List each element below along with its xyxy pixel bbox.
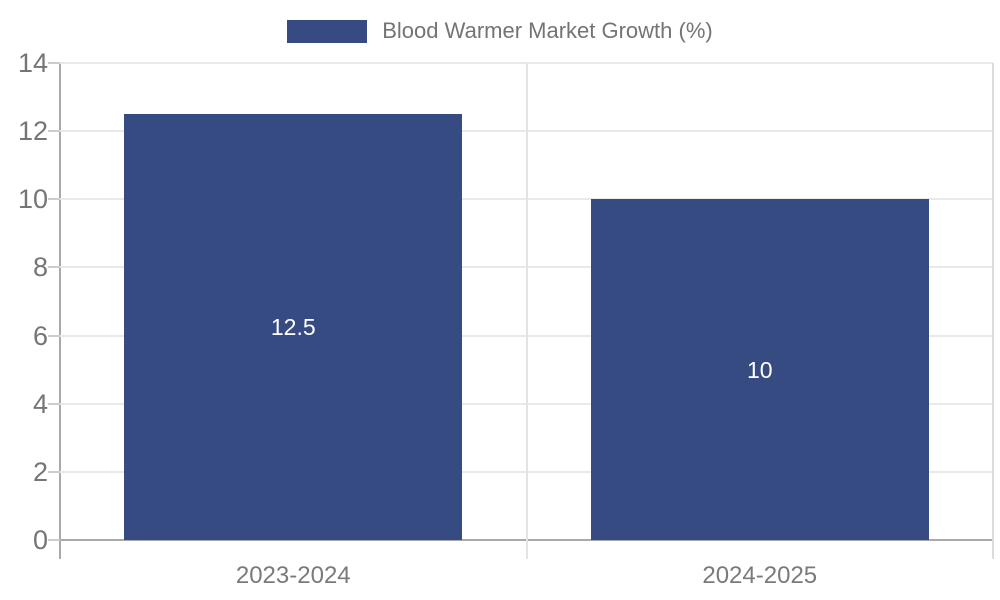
x-tick-mark <box>992 540 994 559</box>
y-axis-label: 10 <box>17 184 48 215</box>
legend-label: Blood Warmer Market Growth (%) <box>382 18 713 43</box>
x-axis-label: 2024-2025 <box>702 562 818 589</box>
bar-2023-2024 <box>124 114 463 540</box>
legend: Blood Warmer Market Growth (%) <box>0 18 1000 44</box>
y-tick-mark <box>48 198 60 201</box>
x-gridline <box>525 63 528 540</box>
y-axis-label: 14 <box>17 48 48 78</box>
y-tick-mark <box>48 62 60 64</box>
y-axis-label: 2 <box>32 456 48 487</box>
x-gridline <box>992 63 994 540</box>
y-axis-label: 4 <box>32 388 48 419</box>
y-axis-label: 6 <box>32 320 48 351</box>
bar-value-label: 12.5 <box>270 314 316 341</box>
y-axis-label: 8 <box>32 252 48 283</box>
y-axis-label: 0 <box>32 525 48 555</box>
x-tick-mark <box>525 540 528 559</box>
y-tick-mark <box>48 470 60 473</box>
bar-2024-2025 <box>590 199 929 540</box>
x-axis-label: 2023-2024 <box>235 562 351 589</box>
y-tick-mark <box>48 539 60 541</box>
y-axis-line <box>59 63 61 559</box>
legend-swatch <box>287 19 368 43</box>
y-tick-mark <box>48 266 60 269</box>
y-axis-label: 12 <box>17 116 48 147</box>
y-tick-mark <box>48 334 60 337</box>
y-tick-mark <box>48 130 60 133</box>
y-tick-mark <box>48 402 60 405</box>
bar-value-label: 10 <box>746 356 773 383</box>
